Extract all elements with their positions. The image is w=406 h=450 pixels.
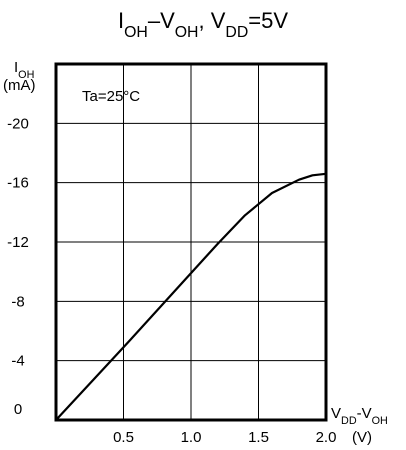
x-tick-label: 0.5 [113, 429, 134, 446]
y-tick-label: -8 [11, 293, 24, 310]
y-tick-label: -16 [7, 175, 29, 192]
x-axis-unit: (V) [352, 429, 372, 446]
x-tick-label: 1.5 [248, 429, 269, 446]
y-tick-label: -12 [7, 234, 29, 251]
series-layer [55, 172, 327, 421]
x-tick-label: 2.0 [316, 429, 337, 446]
plot-frame [54, 62, 328, 422]
y-tick-label: 0 [14, 401, 22, 418]
grid-lines [56, 64, 326, 420]
series-line [55, 172, 327, 421]
y-tick-label: -4 [11, 353, 24, 370]
chart-title: IOH–VOH, VDD=5V [118, 8, 288, 41]
labels-layer: 0.5 1.0 1.5 2.0 0 -4 -8 -12 -16 -20 IOH–VOH, VDD=5… [3, 8, 388, 446]
y-axis-unit: (mA) [3, 77, 36, 94]
x-tick-label: 1.0 [181, 429, 202, 446]
annotation-temperature: Ta=25°C [82, 88, 140, 105]
y-tick-label: -20 [7, 115, 29, 132]
x-axis-label: VDD-VOH [331, 405, 388, 427]
y-axis-label: IOH [14, 59, 34, 81]
